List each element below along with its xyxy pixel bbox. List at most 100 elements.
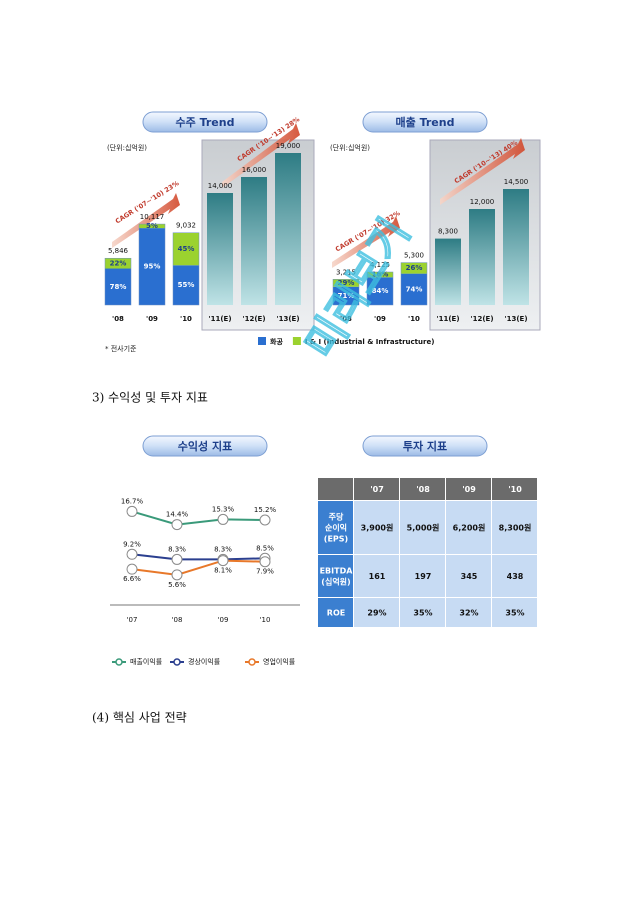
row-label: EBITDA (320, 567, 354, 576)
table-header: '10 (508, 485, 522, 494)
legend-marker (173, 658, 181, 666)
legend-label: I & I (Industrial & Infrastructure) (305, 338, 435, 346)
table-header: '07 (370, 485, 384, 494)
row-label-cell (318, 555, 353, 597)
table-cell (446, 501, 491, 554)
bar-total (400, 262, 428, 306)
value-label: 10,117 (140, 213, 165, 221)
x-tick-label: '09 (374, 315, 386, 323)
bar-segment (333, 279, 359, 287)
cagr-arrow (222, 123, 300, 188)
table-value: 32% (459, 609, 478, 618)
value-label: 19,000 (276, 142, 301, 150)
bar (241, 177, 267, 305)
bar (469, 209, 495, 305)
table-cell (354, 501, 399, 554)
bar-segment (173, 265, 199, 305)
bar-segment (333, 286, 359, 305)
value-label: 14,000 (208, 182, 233, 190)
bar-segment (105, 258, 131, 269)
segment-label: 74% (406, 285, 423, 293)
legend-swatch (258, 337, 266, 345)
table-value: 29% (367, 609, 386, 618)
x-tick-label: '11(E) (436, 315, 459, 323)
data-label: 14.4% (166, 511, 189, 519)
bar-segment (139, 228, 165, 305)
data-label: 15.3% (212, 505, 235, 513)
title: 수주 Trend (176, 116, 235, 129)
x-tick-label: '10 (260, 616, 271, 624)
cagr-arrow (440, 138, 525, 205)
point (217, 555, 229, 567)
legend-label: 경상이익률 (188, 657, 221, 666)
note: * 전사기준 (105, 344, 137, 353)
x-tick-label: '08 (112, 315, 124, 323)
table-cell (354, 555, 399, 597)
point (171, 569, 183, 581)
data-label: 8.3% (214, 545, 232, 553)
row-label: (십억원) (321, 577, 350, 587)
table-value: 197 (415, 572, 432, 581)
series-line (131, 559, 266, 576)
data-label: 7.9% (256, 568, 274, 576)
table-header-cell (354, 478, 399, 500)
title-pill (142, 111, 268, 133)
bar-segment (139, 224, 165, 229)
title-pill (362, 111, 488, 133)
point (126, 563, 138, 575)
bar-total (104, 257, 132, 306)
bar-segment (105, 268, 131, 305)
segment-label: 95% (144, 263, 161, 271)
data-label: 5.6% (168, 581, 186, 589)
x-tick-label: '12(E) (470, 315, 493, 323)
table-cell (446, 598, 491, 627)
bar (435, 238, 461, 305)
x-tick-label: '13(E) (504, 315, 527, 323)
bar-segment (401, 262, 427, 274)
table-header: '08 (416, 485, 430, 494)
series-line (131, 510, 266, 526)
table-header: '09 (462, 485, 476, 494)
table-header-cell (492, 478, 537, 500)
x-tick-label: '10 (180, 315, 192, 323)
x-tick-label: '09 (146, 315, 158, 323)
table-cell (492, 598, 537, 627)
table-value: 6,200원 (453, 523, 486, 533)
value-label: 4,125 (370, 261, 390, 269)
table-value: 5,000원 (407, 523, 440, 533)
unit-label: (단위:십억원) (330, 143, 370, 152)
table-value: 345 (461, 572, 478, 581)
legend-marker (115, 658, 123, 666)
value-label: 16,000 (242, 166, 267, 174)
legend-marker (248, 658, 256, 666)
segment-label: 78% (110, 283, 127, 291)
title: 수익성 지표 (178, 439, 232, 453)
bar-total (366, 271, 394, 306)
value-label: 14,500 (504, 178, 529, 186)
title: 매출 Trend (396, 115, 455, 129)
row-label-cell (318, 501, 353, 554)
table-cell (400, 555, 445, 597)
data-label: 15.2% (254, 506, 277, 514)
table-header-cell (400, 478, 445, 500)
x-tick-label: '11(E) (208, 315, 231, 323)
legend-label: 영업이익률 (263, 657, 296, 666)
table-cell (446, 555, 491, 597)
value-label: 5,300 (404, 252, 424, 260)
table-cell (354, 598, 399, 627)
segment-label: 84% (372, 287, 389, 295)
row-label: (EPS) (324, 535, 348, 544)
data-label: 6.6% (123, 575, 141, 583)
segment-label: 55% (178, 281, 195, 289)
x-tick-label: '12(E) (242, 315, 265, 323)
bar-total (172, 232, 200, 306)
table-cell (400, 598, 445, 627)
data-label: 8.5% (256, 544, 274, 552)
table-header-cell (446, 478, 491, 500)
segment-label: 22% (110, 259, 127, 267)
bar-total (332, 279, 360, 306)
data-label: 8.1% (214, 567, 232, 575)
table-cell (492, 555, 537, 597)
value-label: 12,000 (470, 198, 495, 206)
